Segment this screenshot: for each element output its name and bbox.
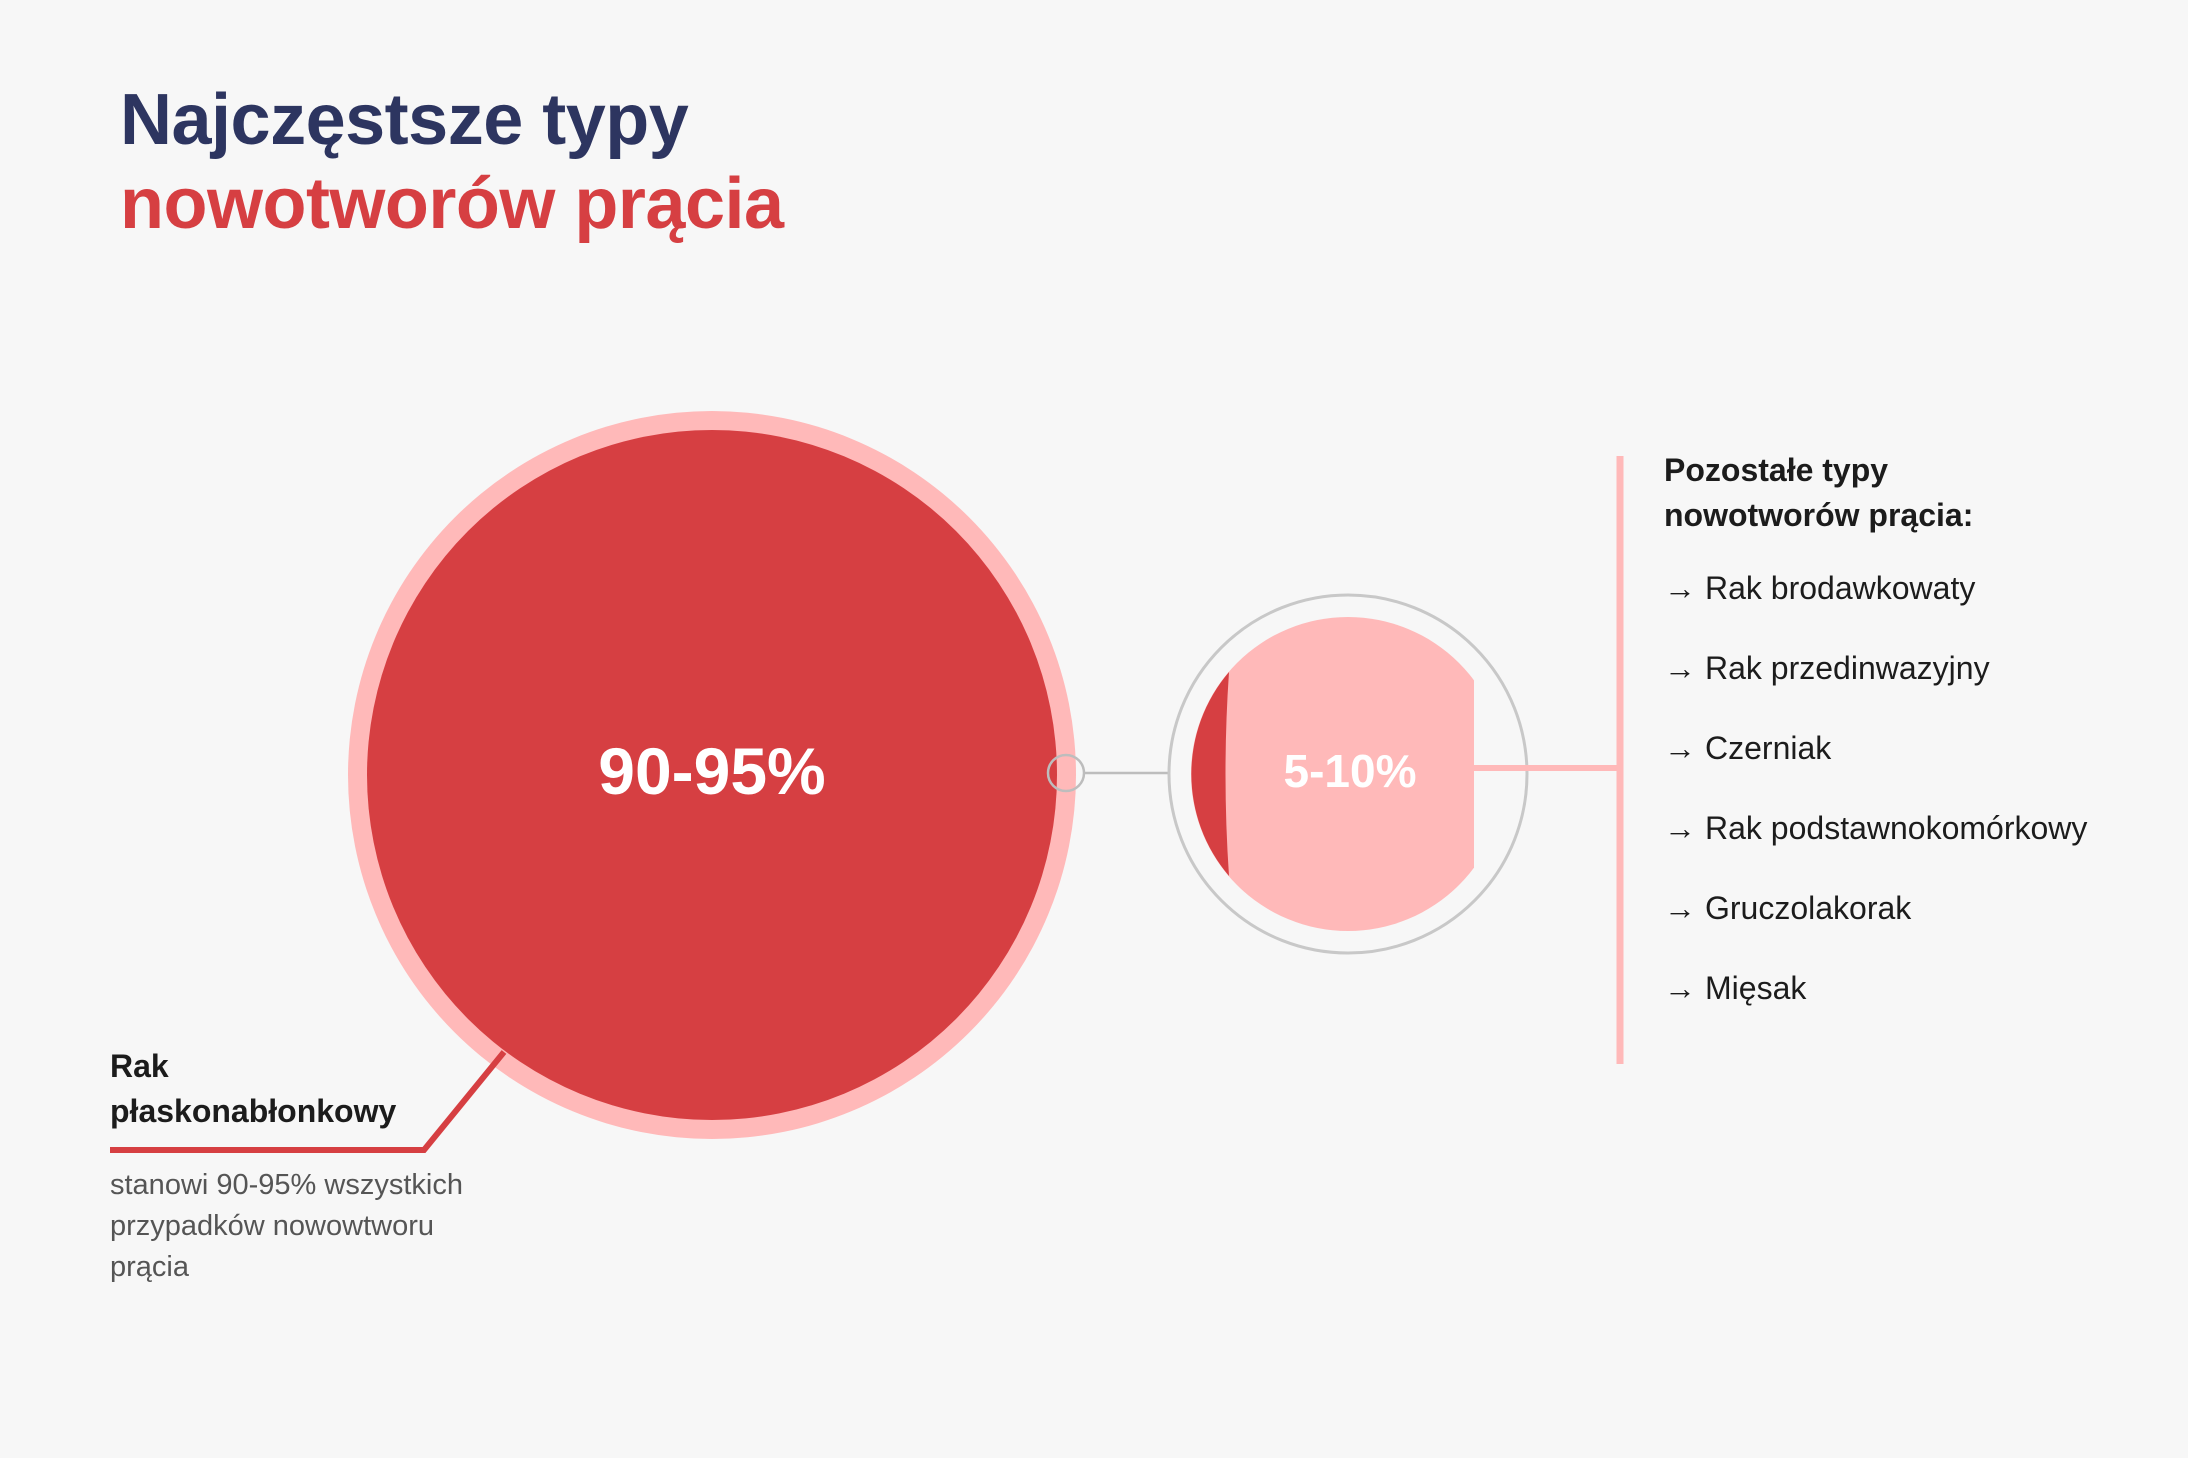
arrow-right-icon: →: [1664, 810, 1696, 846]
main-type-description: stanowi 90-95% wszystkich przypadków now…: [110, 1169, 463, 1283]
small-circle-outline: [1167, 593, 1529, 955]
other-types-panel: Pozostałe typy nowotworów prącia: → Rak b…: [1664, 448, 2184, 1044]
main-type-label: Rak płaskonabłonkowy: [110, 1048, 397, 1129]
list-item-label: Czerniak: [1705, 730, 1832, 766]
small-circle: [1191, 617, 1474, 931]
list-item: → Czerniak: [1664, 724, 2105, 772]
other-types-title: Pozostałe typy nowotworów prącia:: [1664, 452, 1974, 533]
list-item-label: Rak podstawnokomórkowy: [1705, 810, 2088, 846]
list-item-label: Mięsak: [1705, 970, 1807, 1006]
main-callout-line: [110, 1050, 507, 1153]
list-item: → Gruczolakorak: [1664, 884, 2105, 932]
list-item: → Rak brodawkowaty: [1664, 564, 2105, 612]
small-circle-pink: [1191, 617, 1474, 931]
arrow-right-icon: →: [1664, 730, 1696, 766]
arrow-right-icon: →: [1664, 650, 1696, 686]
arrow-right-icon: →: [1664, 890, 1696, 926]
title-line-2: nowotworów prącia: [120, 164, 784, 244]
title-line-1: Najczęstsze typy: [120, 80, 689, 160]
arrow-right-icon: →: [1664, 570, 1696, 606]
list-item: → Rak podstawnokomórkowy: [1664, 804, 2105, 852]
list-item-label: Rak brodawkowaty: [1705, 570, 1976, 606]
small-circle-value: 5-10%: [1283, 745, 1417, 797]
other-types-list: → Rak brodawkowaty → Rak przedinwazyjny → C…: [1664, 564, 2184, 1012]
small-circle-red-slice: [1191, 672, 1229, 876]
arrow-right-icon: →: [1664, 970, 1696, 1006]
list-item-label: Gruczolakorak: [1705, 890, 1912, 926]
list-item-label: Rak przedinwazyjny: [1705, 650, 1990, 686]
list-item: → Mięsak: [1664, 964, 2105, 1012]
page-title: Najczęstsze typy nowotworów prącia: [120, 78, 784, 246]
list-item: → Rak przedinwazyjny: [1664, 644, 2105, 692]
large-circle: [367, 430, 1057, 1120]
large-circle-value: 90-95%: [598, 734, 826, 808]
